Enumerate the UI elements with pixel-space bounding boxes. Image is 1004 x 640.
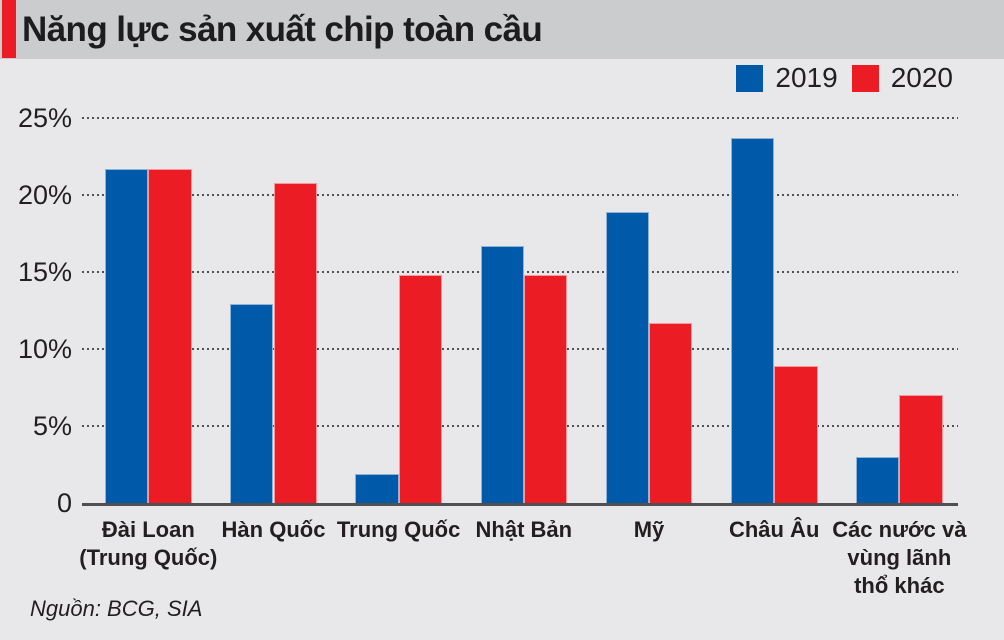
bar-2020-7 [899, 395, 943, 503]
y-tick-label-10: 10% [17, 334, 72, 364]
x-axis-labels: Đài Loan (Trung Quốc) Hàn Quốc Trung Quốc Nh… [79, 516, 966, 616]
source-note: Nguồn: BCG, SIA [30, 596, 203, 621]
bar-2019-2 [230, 304, 274, 503]
x-cat-label-line: Hàn Quốc [221, 517, 326, 542]
x-cat-label-line: Đài Loan [101, 517, 195, 542]
bar-2020-1 [148, 168, 192, 503]
bar-2019-3 [355, 473, 399, 503]
x-cat-label-line: Các nước và [832, 517, 967, 542]
x-cat-label-2: Hàn Quốc [189, 516, 359, 544]
x-cat-label-line: Mỹ [633, 517, 665, 542]
page-title: Năng lực sản xuất chip toàn cầu [22, 10, 543, 49]
bar-2019-7 [856, 456, 900, 503]
y-tick-label-5: 5% [32, 411, 72, 441]
legend-item-2019: 2019 [736, 62, 838, 94]
y-tick-label-0: 0 [56, 488, 72, 518]
x-cat-label-7: Các nước và vùng lãnh thổ khác [814, 516, 984, 600]
plot-area [82, 103, 958, 506]
bar-2020-6 [774, 365, 818, 503]
x-cat-label-line: (Trung Quốc) [79, 545, 218, 570]
bar-2020-5 [649, 322, 693, 503]
x-cat-label-6: Châu Âu [689, 516, 859, 544]
legend-label-2019: 2019 [775, 62, 838, 93]
bar-2019-5 [605, 211, 649, 503]
x-cat-label-5: Mỹ [564, 516, 734, 544]
y-tick-label-15: 15% [17, 257, 72, 287]
gridline-20 [82, 194, 958, 196]
x-cat-label-line: thổ khác [854, 573, 945, 598]
bar-2020-4 [523, 275, 568, 503]
x-cat-label-1: Đài Loan (Trung Quốc) [63, 516, 233, 572]
x-cat-label-3: Trung Quốc [314, 516, 484, 544]
y-tick-label-25: 25% [17, 103, 72, 133]
gridline-25 [82, 117, 958, 119]
bar-2019-6 [730, 138, 775, 503]
legend-swatch-2020 [851, 64, 879, 92]
bar-2020-3 [398, 275, 442, 503]
x-cat-label-line: vùng lãnh [847, 545, 952, 570]
legend-item-2020: 2020 [851, 62, 953, 94]
y-tick-label-20: 20% [17, 180, 72, 210]
y-axis-labels: 25% 20% 15% 10% 5% 0 [0, 0, 72, 640]
legend-swatch-2019 [736, 64, 764, 92]
bar-2019-4 [480, 245, 524, 503]
header-bar: Năng lực sản xuất chip toàn cầu [0, 0, 1004, 59]
legend-label-2020: 2020 [890, 62, 953, 93]
chart-legend: 2019 2020 [736, 62, 953, 94]
bar-2019-1 [105, 168, 149, 503]
x-cat-label-line: Châu Âu [728, 517, 820, 542]
x-cat-label-4: Nhật Bản [439, 516, 609, 544]
bar-2020-2 [273, 182, 317, 503]
x-cat-label-line: Trung Quốc [336, 517, 461, 542]
x-cat-label-line: Nhật Bản [475, 517, 573, 542]
red-accent-block [2, 0, 16, 58]
